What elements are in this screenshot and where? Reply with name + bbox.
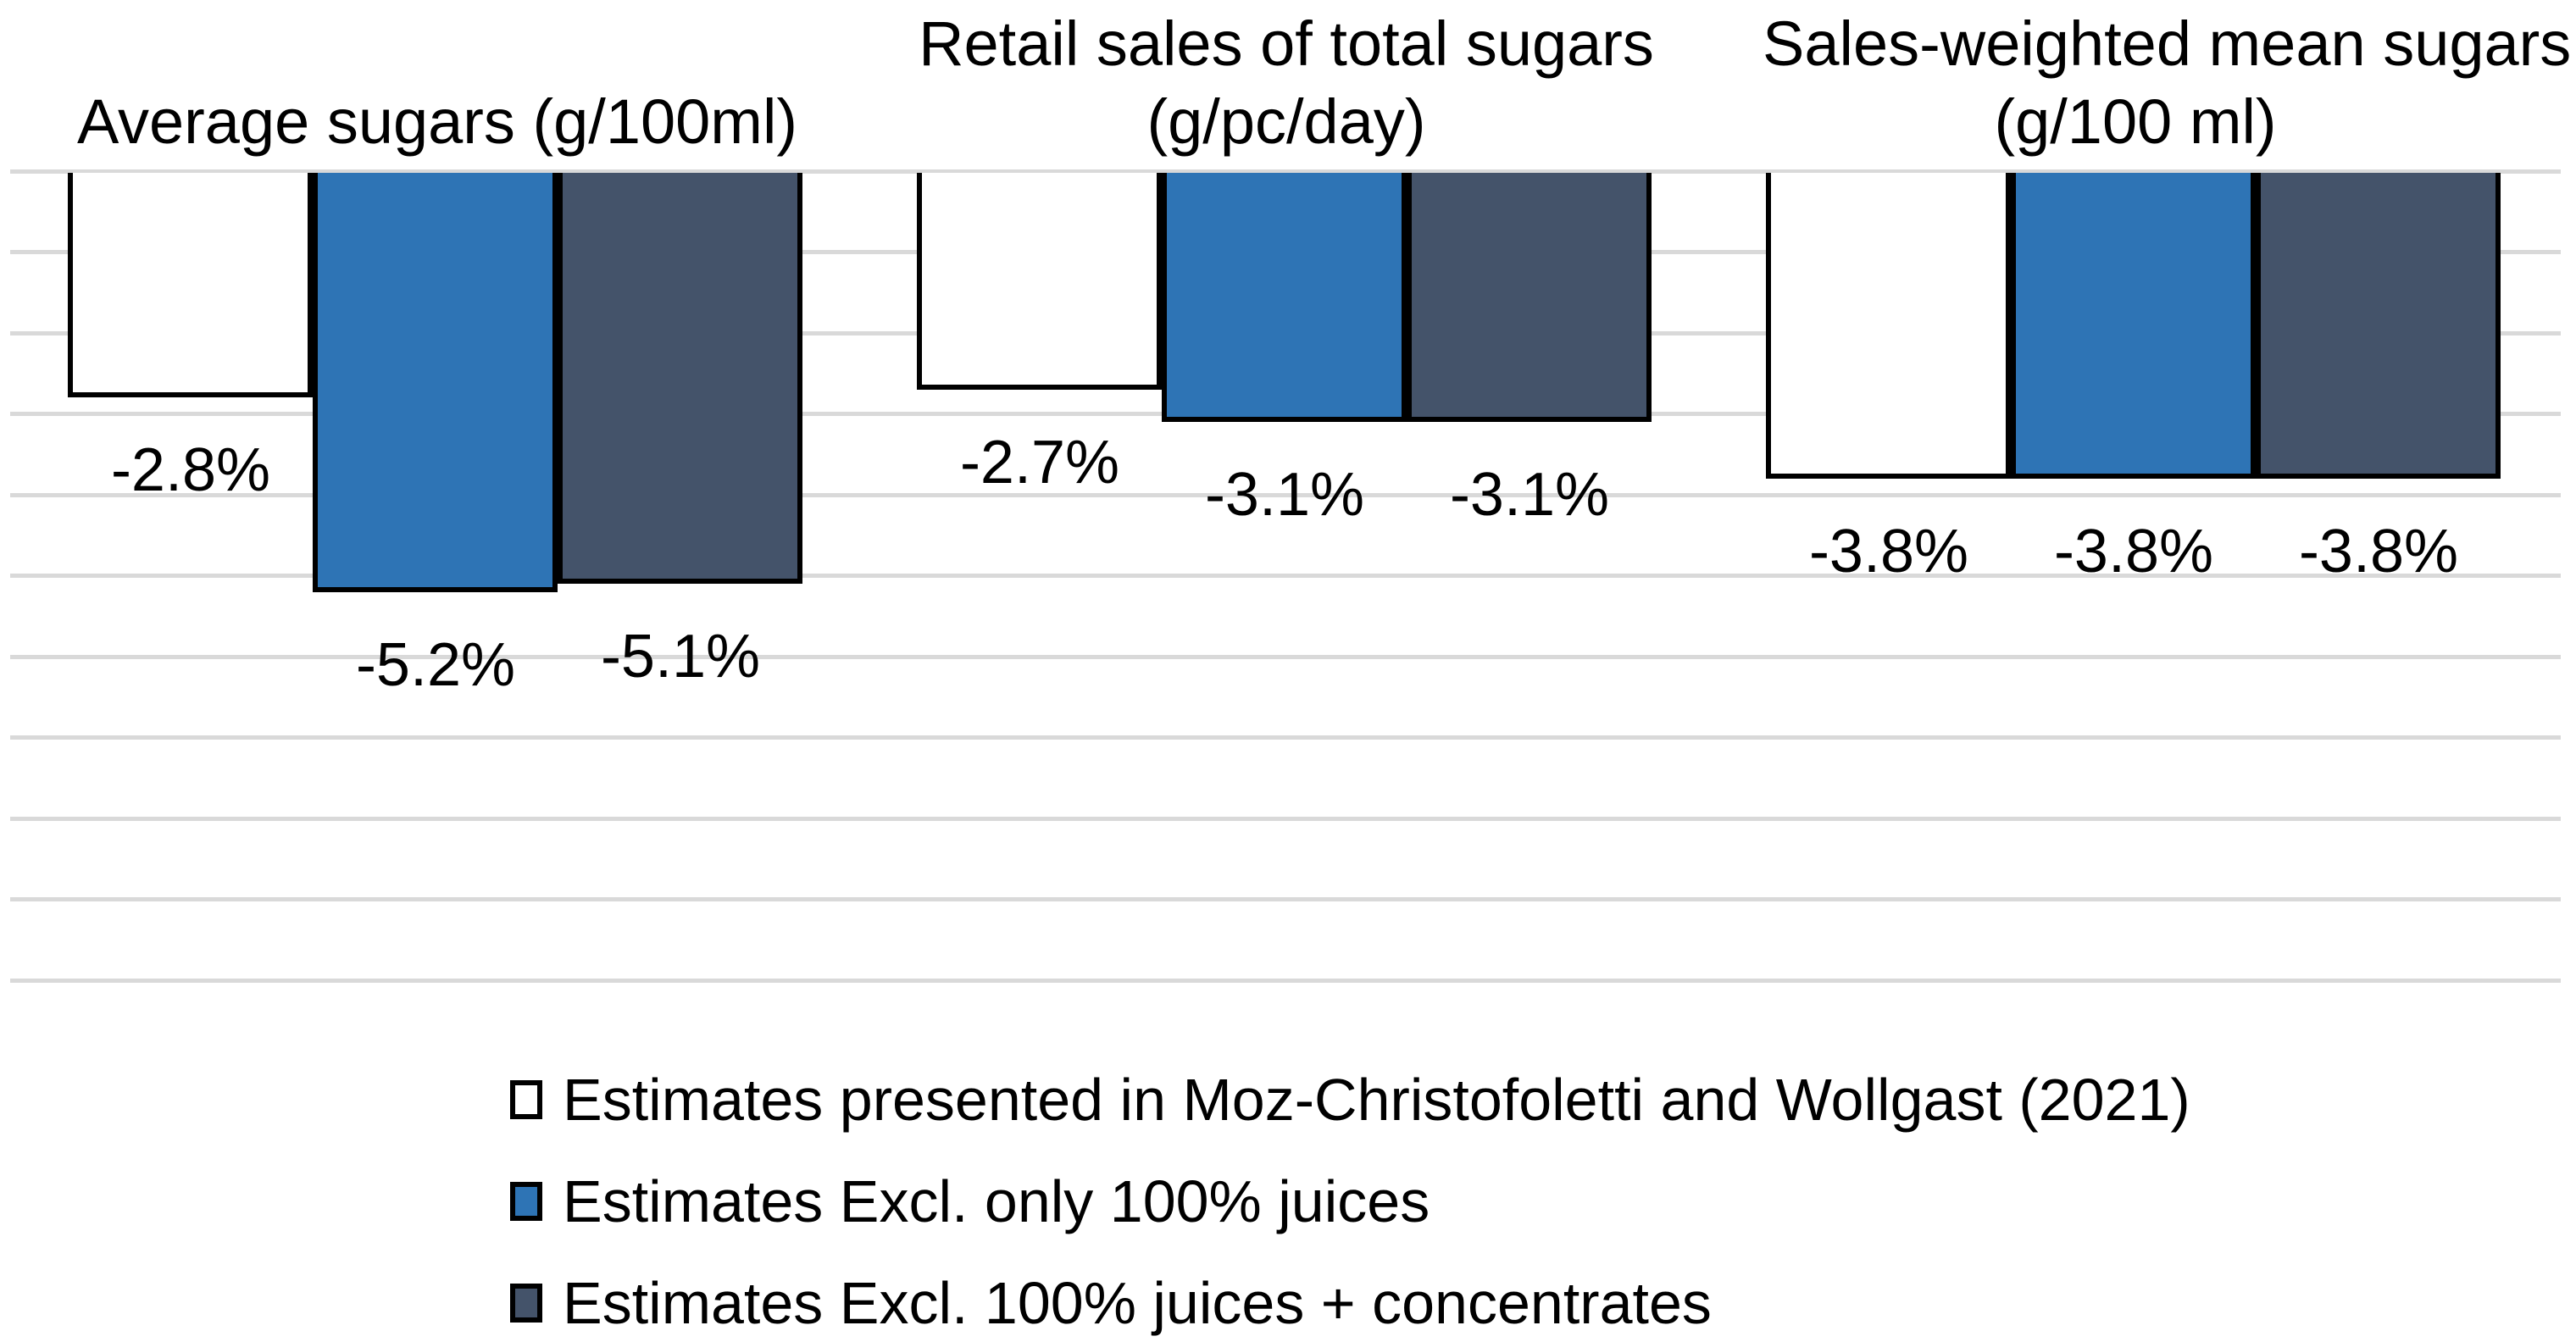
gridline [10,574,2561,578]
bar-series1-panel1 [68,173,313,397]
bar-series2-panel1 [313,173,558,592]
panel-title-sales-weighted: Sales-weighted mean sugars (g/100 ml) [1763,5,2572,161]
panel-title-line: Sales-weighted mean sugars [1763,8,2572,79]
legend-label: Estimates Excl. 100% juices + concentrat… [563,1270,1712,1336]
legend-item-excl-juices-concentrates: Estimates Excl. 100% juices + concentrat… [510,1264,1712,1342]
bar-value-label: -3.8% [1808,518,1969,585]
gridline [10,979,2561,983]
bar-value-label: -2.8% [110,436,271,504]
bar-value-label: -5.1% [600,623,761,690]
legend-item-moz-christofoletti: Estimates presented in Moz-Christofolett… [510,1061,2190,1139]
bar-value-label: -3.1% [1204,461,1365,529]
panel-title-line: Retail sales of total sugars [919,8,1654,79]
bar-series3-panel1 [558,173,802,584]
panel-title-line: Average sugars (g/100ml) [76,86,798,157]
legend-item-excl-only-juices: Estimates Excl. only 100% juices [510,1162,1430,1240]
gridline [10,817,2561,821]
bar-value-label: -2.7% [959,429,1120,496]
legend-label: Estimates Excl. only 100% juices [563,1168,1430,1234]
gridline [10,493,2561,497]
panel-title-line: (g/100 ml) [1994,86,2277,157]
bar-series2-panel3 [2011,173,2256,479]
bar-series2-panel2 [1162,173,1407,422]
bar-series3-panel3 [2256,173,2501,479]
bar-value-label: -3.8% [2053,518,2214,585]
panel-title-line: (g/pc/day) [1146,86,1426,157]
bar-value-label: -3.8% [2298,518,2459,585]
legend-label: Estimates presented in Moz-Christofolett… [563,1067,2190,1133]
legend-swatch-blue-icon [510,1182,542,1221]
gridline [10,655,2561,659]
bar-series1-panel3 [1766,173,2011,479]
gridline [10,735,2561,740]
legend-swatch-white-icon [510,1080,542,1119]
bar-series3-panel2 [1407,173,1652,422]
legend-swatch-dark-icon [510,1284,542,1323]
panel-title-retail-sales: Retail sales of total sugars (g/pc/day) [913,5,1659,161]
bar-value-label: -3.1% [1449,461,1610,529]
gridline [10,897,2561,901]
panel-title-average-sugars: Average sugars (g/100ml) [64,83,810,161]
bar-value-label: -5.2% [355,631,516,699]
gridline [10,169,2561,174]
bar-series1-panel2 [917,173,1162,390]
